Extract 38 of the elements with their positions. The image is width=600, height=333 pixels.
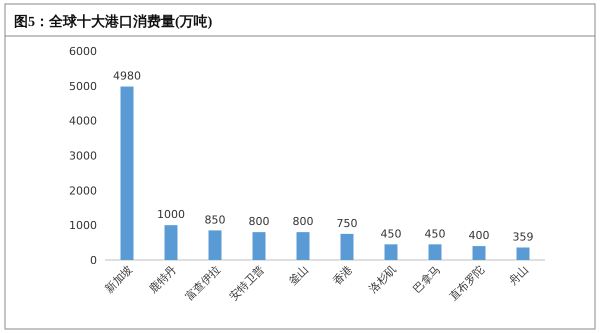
y-tick-label: 6000 (69, 45, 97, 58)
bar (208, 230, 222, 260)
chart-title: 图5：全球十大港口消费量(万吨) (14, 14, 213, 30)
bar (428, 244, 442, 260)
x-tick-label: 巴拿马 (410, 262, 444, 296)
bar (384, 244, 398, 260)
bar (340, 234, 354, 260)
y-tick-label: 4000 (69, 114, 97, 128)
x-tick-label: 洛杉矶 (366, 262, 400, 296)
data-label: 1000 (157, 208, 185, 222)
y-tick-label: 5000 (69, 80, 97, 93)
bar (516, 247, 530, 260)
bar (296, 232, 310, 260)
data-label: 850 (204, 213, 226, 226)
bar (472, 246, 486, 260)
data-label: 800 (248, 215, 270, 228)
x-tick-label: 鹿特丹 (146, 262, 180, 296)
x-tick-label: 富查伊拉 (182, 262, 224, 304)
data-label: 359 (512, 230, 534, 244)
x-tick-label: 舟山 (506, 262, 532, 288)
y-tick-label: 3000 (69, 150, 97, 162)
bar (164, 225, 178, 260)
data-label: 400 (468, 229, 490, 242)
y-tick-label: 2000 (69, 184, 97, 198)
data-label: 4980 (113, 70, 141, 83)
bar (252, 232, 266, 260)
data-label: 800 (292, 215, 314, 228)
y-tick-label: 1000 (69, 219, 97, 232)
data-label: 750 (336, 216, 358, 230)
x-tick-label: 香港 (330, 262, 356, 288)
x-tick-label: 直布罗陀 (446, 262, 488, 304)
y-tick-label: 0 (90, 254, 97, 267)
data-label: 450 (424, 227, 446, 240)
x-tick-label: 釜山 (286, 262, 312, 288)
x-tick-label: 新加坡 (102, 262, 136, 296)
bar (120, 86, 134, 260)
data-label: 450 (380, 227, 402, 240)
x-tick-label: 安特卫普 (226, 262, 268, 304)
